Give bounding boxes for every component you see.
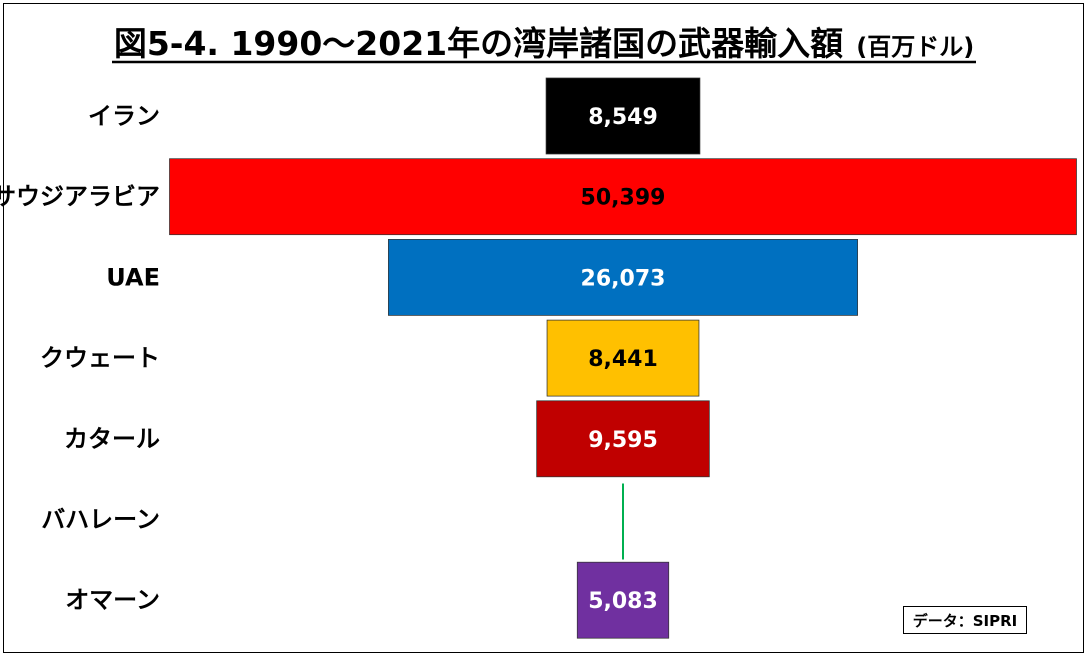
chart-frame: [3, 3, 1084, 653]
bar: [169, 158, 1077, 236]
bar-value-label: 8,549: [588, 105, 658, 130]
source-label: データ：SIPRI: [903, 606, 1027, 634]
category-label: UAE: [106, 263, 160, 291]
category-label: オマーン: [65, 586, 160, 614]
chart-title-main: 図5-4. 1990～2021年の湾岸諸国の武器輸入額: [114, 24, 843, 63]
bar-value-label: 8,441: [588, 347, 658, 372]
bars-group: イラン 8,549 サウジアラビア 50,399 UAE 26,073 クウェート 8,441…: [0, 77, 1077, 639]
category-label: サウジアラビア: [0, 183, 160, 211]
bar: [388, 239, 858, 316]
category-label: イラン: [88, 102, 160, 130]
bar: [546, 319, 700, 397]
bar-value-label: 9,595: [588, 428, 658, 453]
category-label: バハレーン: [41, 506, 160, 534]
chart-title-unit: (百万ドル): [856, 33, 974, 61]
category-label: クウェート: [40, 344, 160, 372]
bar: [576, 561, 670, 639]
bar-value-label: 5,083: [588, 589, 658, 614]
bar: [545, 77, 701, 155]
bar-value-label: 26,073: [581, 266, 666, 291]
category-label: カタール: [64, 425, 160, 453]
bar: [536, 400, 710, 478]
chart-title: 図5-4. 1990～2021年の湾岸諸国の武器輸入額 (百万ドル): [114, 24, 974, 63]
bar-value-label: 50,399: [581, 186, 666, 211]
